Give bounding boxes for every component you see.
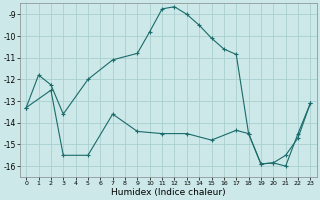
- X-axis label: Humidex (Indice chaleur): Humidex (Indice chaleur): [111, 188, 226, 197]
